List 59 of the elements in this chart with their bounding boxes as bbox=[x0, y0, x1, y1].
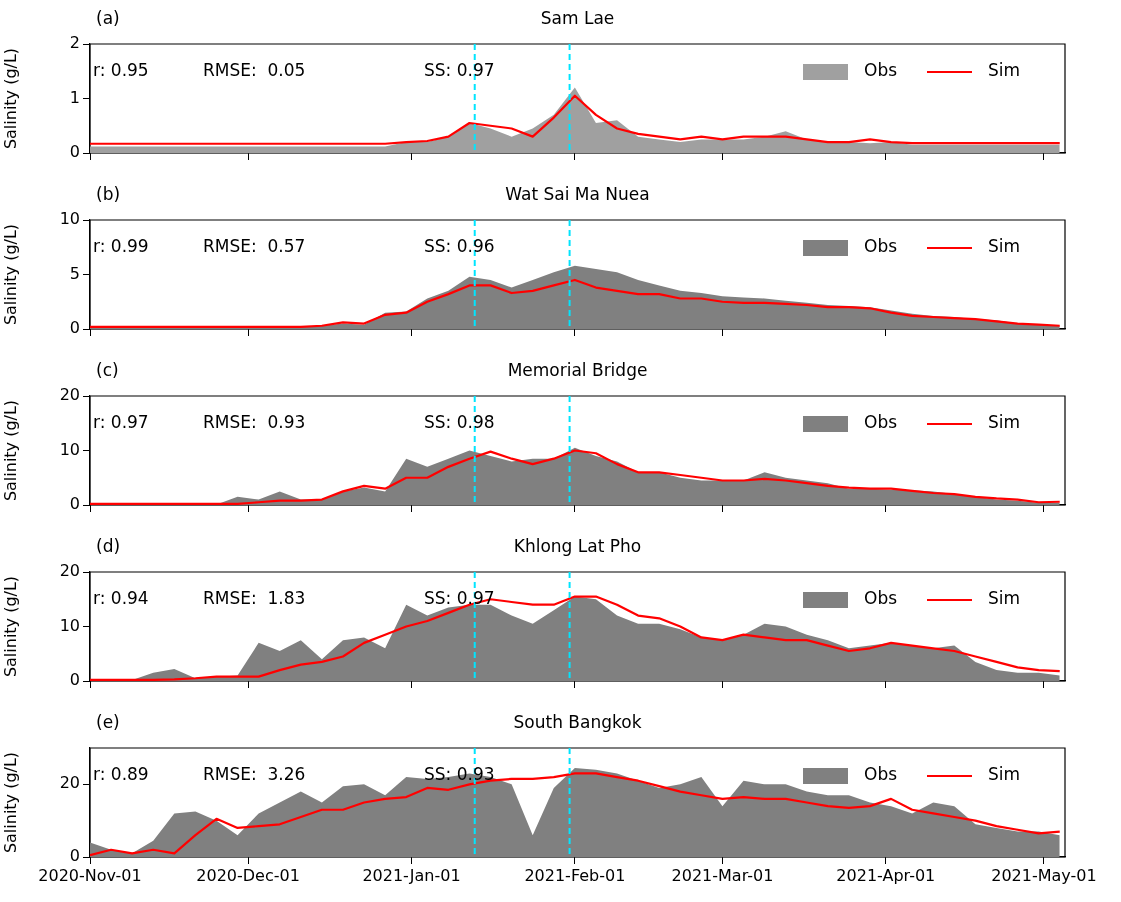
text: (c) bbox=[96, 360, 119, 381]
y-tick-label: 20 bbox=[59, 385, 80, 405]
y-axis-title: Salinity (g/L) bbox=[0, 47, 20, 150]
y-tick-label: 0 bbox=[69, 670, 80, 690]
y-tick-label: 0 bbox=[69, 142, 80, 162]
annotation: r: 0.95 bbox=[93, 60, 149, 81]
y-tick-label: 10 bbox=[59, 209, 80, 229]
legend-label: Obs bbox=[864, 412, 898, 433]
annotation: SS: 0.98 bbox=[424, 412, 495, 433]
annotation: RMSE: 3.26 bbox=[203, 764, 306, 785]
y-axis-title: Salinity (g/L) bbox=[0, 751, 20, 854]
annotation: RMSE: 0.93 bbox=[203, 412, 306, 433]
annotation: RMSE: 0.57 bbox=[203, 236, 306, 257]
legend-label: Obs bbox=[864, 236, 898, 257]
legend-label: Obs bbox=[864, 764, 898, 785]
y-tick-label: 5 bbox=[69, 263, 80, 283]
y-axis-title: Salinity (g/L) bbox=[0, 399, 20, 502]
annotation: r: 0.94 bbox=[93, 588, 149, 609]
x-tick-label: 2021-Feb-01 bbox=[524, 865, 626, 885]
y-tick-label: 0 bbox=[69, 494, 80, 514]
legend-label: Obs bbox=[864, 60, 898, 81]
y-axis-title: Salinity (g/L) bbox=[0, 575, 20, 678]
legend-label: Obs bbox=[864, 588, 898, 609]
annotation: r: 0.97 bbox=[93, 412, 149, 433]
text: (e) bbox=[96, 712, 120, 733]
annotation: RMSE: 0.05 bbox=[203, 60, 306, 81]
text: (d) bbox=[96, 536, 121, 557]
y-tick-label: 2 bbox=[69, 33, 80, 53]
x-tick-label: 2021-Apr-01 bbox=[836, 865, 936, 885]
chart-title: Wat Sai Ma Nuea bbox=[505, 184, 650, 205]
y-tick-label: 10 bbox=[59, 615, 80, 635]
y-tick-label: 10 bbox=[59, 439, 80, 459]
legend-label: Sim bbox=[988, 60, 1021, 81]
chart-title: South Bangkok bbox=[513, 712, 642, 733]
legend-label: Sim bbox=[988, 412, 1021, 433]
y-tick-label: 20 bbox=[59, 561, 80, 581]
x-tick-label: 2020-Dec-01 bbox=[196, 865, 300, 885]
x-tick-label: 2020-Nov-01 bbox=[38, 865, 142, 885]
legend-label: Sim bbox=[988, 764, 1021, 785]
annotation: SS: 0.96 bbox=[424, 236, 495, 257]
y-axis-title: Salinity (g/L) bbox=[0, 223, 20, 326]
annotation: SS: 0.97 bbox=[424, 60, 495, 81]
chart-title: Sam Lae bbox=[540, 8, 615, 29]
y-tick-label: 0 bbox=[69, 846, 80, 866]
x-tick-label: 2021-Jan-01 bbox=[362, 865, 461, 885]
y-tick-label: 20 bbox=[59, 773, 80, 793]
annotation: RMSE: 1.83 bbox=[203, 588, 306, 609]
annotation: r: 0.99 bbox=[93, 236, 149, 257]
text: (b) bbox=[96, 184, 121, 205]
y-tick-label: 1 bbox=[69, 87, 80, 107]
text: (a) bbox=[96, 8, 120, 29]
chart-title: Memorial Bridge bbox=[507, 360, 648, 381]
chart-title: Khlong Lat Pho bbox=[513, 536, 642, 557]
legend-label: Sim bbox=[988, 236, 1021, 257]
annotation: r: 0.89 bbox=[93, 764, 149, 785]
x-tick-label: 2021-May-01 bbox=[991, 865, 1097, 885]
x-tick-label: 2021-Mar-01 bbox=[671, 865, 774, 885]
legend-label: Sim bbox=[988, 588, 1021, 609]
y-tick-label: 0 bbox=[69, 318, 80, 338]
